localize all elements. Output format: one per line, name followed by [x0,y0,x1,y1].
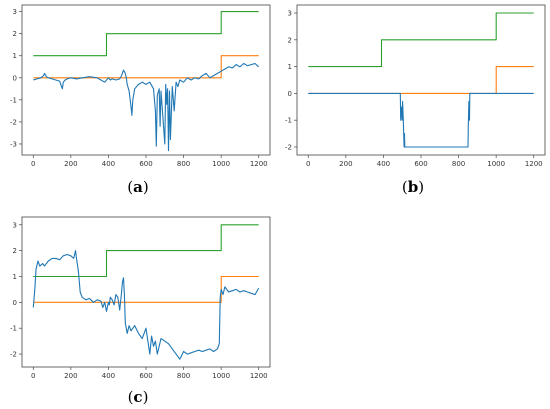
panel-caption: (b) [402,178,424,196]
panel-c: 0 200 400 600 800 1000 1200 -2 -1 0 1 2 3 (c) [10,216,271,406]
plot-frame-a [21,4,271,156]
y-tick-label: -2 [10,118,17,126]
x-tick-label: 400 [102,372,115,380]
y-tick-label: 2 [288,36,292,44]
panel-caption-letter: c [133,388,142,406]
panel-caption-letter: a [133,178,143,196]
y-tick-label: 0 [288,90,292,98]
x-tick-label: 600 [139,160,152,168]
y-tick-label: 3 [13,8,17,16]
series-line-1 [33,224,259,278]
x-tick-label: 800 [177,160,190,168]
y-tick-label: 3 [288,10,292,18]
x-tick-label: 600 [414,160,427,168]
y-tick-label: 1 [288,63,292,71]
x-tick-label: 800 [452,160,465,168]
x-tick-label: 200 [64,160,77,168]
panel-caption-letter: b [408,178,419,196]
plot-frame-b [296,4,546,156]
panel-caption: (a) [127,178,148,196]
x-tick-label: 0 [31,372,35,380]
panel-b: 0 200 400 600 800 1000 1200 -2 -1 0 1 2 3 (b) [285,4,546,196]
x-tick-label: 1000 [487,160,505,168]
series-line-3 [308,92,534,148]
y-tick-label: -2 [285,143,292,151]
x-tick-label: 0 [306,160,310,168]
x-tick-label: 200 [339,160,352,168]
series-line-3 [32,250,260,360]
x-tick-label: 400 [377,160,390,168]
panel-caption: (c) [128,388,149,406]
series-line-2 [33,275,259,303]
y-tick-label: 2 [13,30,17,38]
series-line-2 [33,55,259,79]
x-tick-label: 200 [64,372,77,380]
y-tick-label: 1 [13,52,17,60]
series-line-1 [33,11,259,57]
y-tick-label: -1 [10,96,17,104]
x-tick-label: 800 [177,372,190,380]
y-tick-label: -1 [285,117,292,125]
x-tick-label: 1000 [212,372,230,380]
x-tick-label: 1200 [250,372,268,380]
series-line-2 [308,66,534,94]
y-tick-label: -3 [10,140,17,148]
y-tick-label: 0 [13,74,17,82]
x-tick-label: 1000 [212,160,230,168]
x-tick-label: 1200 [525,160,543,168]
y-tick-label: -2 [10,351,17,359]
y-tick-label: 2 [13,247,17,255]
series-line-3 [33,62,260,152]
x-tick-label: 1200 [250,160,268,168]
plot-frame-c [21,216,271,368]
series-line-1 [308,12,534,68]
y-tick-label: -1 [10,325,17,333]
panel-a: 0 200 400 600 800 1000 1200 -3 -2 -1 0 1 2 3 (a) [10,4,271,196]
x-tick-label: 600 [139,372,152,380]
y-tick-label: 0 [13,299,17,307]
y-tick-label: 1 [13,273,17,281]
x-tick-label: 0 [31,160,35,168]
y-tick-label: 3 [13,221,17,229]
x-tick-label: 400 [102,160,115,168]
